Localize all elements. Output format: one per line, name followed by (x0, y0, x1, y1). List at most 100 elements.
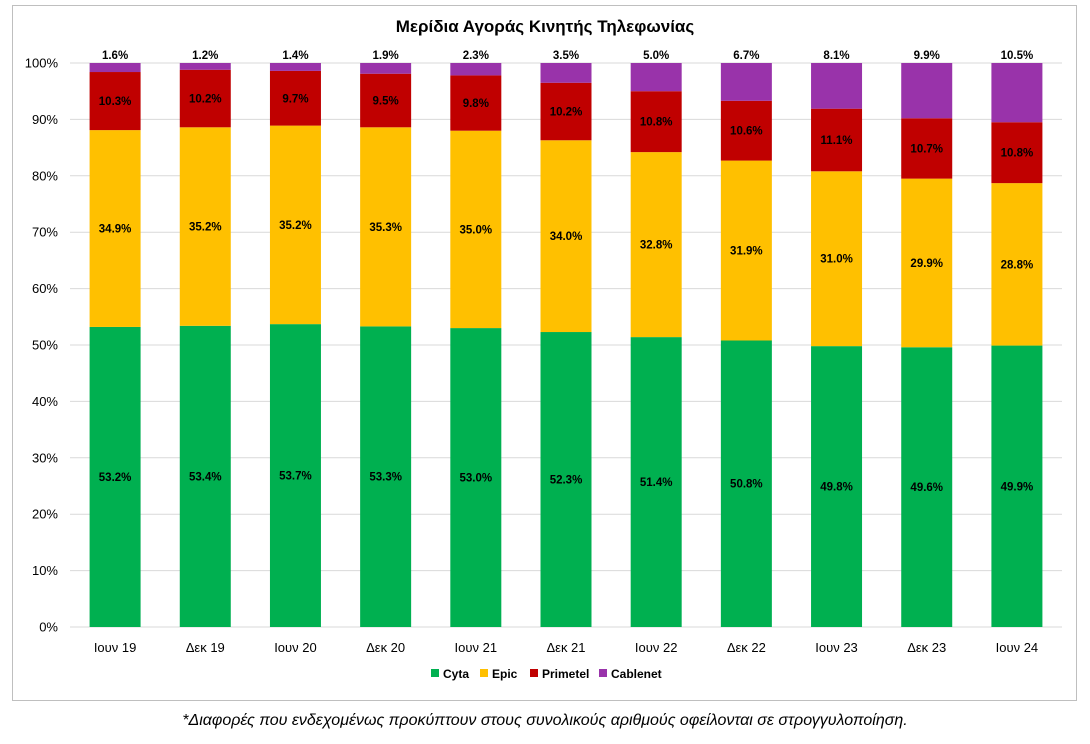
data-label-cyta: 49.9% (1001, 481, 1034, 493)
data-label-primetel: 10.7% (910, 143, 943, 155)
bar-segment-primetel (630, 91, 682, 153)
data-label-cablenet: 5.0% (643, 50, 669, 62)
x-tick-label: Ιουν 20 (274, 640, 317, 655)
bar-segment-primetel (269, 70, 321, 126)
bar-segment-cyta (991, 345, 1043, 627)
data-label-cyta: 49.8% (820, 482, 853, 494)
data-label-cablenet: 1.2% (192, 50, 218, 62)
bar-segment-cyta (179, 325, 231, 627)
bar-segment-epic (89, 130, 141, 327)
data-label-primetel: 10.6% (730, 126, 763, 138)
data-label-epic: 29.9% (910, 258, 943, 270)
data-label-epic: 34.0% (550, 231, 583, 243)
data-label-primetel: 10.8% (1001, 148, 1034, 160)
y-tick-label: 0% (39, 620, 58, 635)
bar-segment-primetel (991, 122, 1043, 184)
data-label-cyta: 53.3% (369, 472, 402, 484)
x-tick-label: Δεκ 23 (907, 640, 946, 655)
data-label-cablenet: 10.5% (1001, 50, 1034, 62)
data-label-primetel: 11.1% (821, 135, 853, 147)
data-label-primetel: 10.2% (189, 94, 222, 106)
data-label-epic: 34.9% (99, 224, 132, 236)
data-label-cyta: 53.4% (189, 471, 222, 483)
y-tick-label: 70% (32, 225, 58, 240)
bar-segment-cyta (630, 337, 682, 627)
bar-segment-cablenet (811, 63, 863, 109)
data-label-primetel: 9.8% (463, 98, 489, 110)
bar-segment-cablenet (540, 63, 592, 83)
legend-swatch-primetel (530, 669, 538, 677)
y-tick-label: 50% (32, 338, 58, 353)
y-tick-label: 90% (32, 112, 58, 127)
legend-label-cyta: Cyta (443, 667, 469, 681)
bar-segment-cyta (360, 326, 412, 627)
bar-segment-epic (630, 152, 682, 338)
bar-segment-cablenet (360, 63, 412, 74)
bar-segment-epic (540, 140, 592, 333)
bar-segment-primetel (720, 100, 772, 161)
x-tick-label: Ιουν 21 (455, 640, 498, 655)
data-label-primetel: 10.3% (99, 96, 132, 108)
bar-segment-cyta (269, 324, 321, 627)
bars (89, 63, 1043, 627)
data-label-primetel: 10.2% (550, 107, 583, 119)
bar-segment-cyta (540, 332, 592, 627)
data-label-epic: 31.0% (820, 254, 853, 266)
bar-segment-epic (269, 125, 321, 325)
y-axis-ticks: 0% 10% 20% 30% 40% 50% 60% 70% 80% 90% 100% (25, 56, 59, 635)
data-label-cablenet: 6.7% (733, 50, 759, 62)
bar-segment-epic (901, 178, 953, 348)
bar-segment-cyta (811, 346, 863, 627)
data-label-cyta: 51.4% (640, 477, 673, 489)
data-label-cablenet: 9.9% (914, 50, 940, 62)
bar-segment-cablenet (720, 63, 772, 101)
bar-segment-epic (991, 183, 1043, 346)
bar-segment-primetel (89, 72, 141, 131)
data-label-primetel: 9.5% (373, 96, 399, 108)
legend-swatch-epic (480, 669, 488, 677)
data-label-cyta: 53.2% (99, 472, 132, 484)
bar-segment-cablenet (179, 63, 231, 70)
x-tick-label: Ιουν 19 (94, 640, 137, 655)
data-label-primetel: 10.8% (640, 117, 673, 129)
x-axis-ticks: Ιουν 19 Δεκ 19 Ιουν 20 Δεκ 20 Ιουν 21 Δεκ 21 Ι… (94, 640, 1038, 655)
legend-swatch-cyta (431, 669, 439, 677)
bar-segment-cyta (450, 328, 502, 627)
legend: Cyta Epic Primetel Cablenet (431, 667, 662, 681)
bar-segment-primetel (811, 108, 863, 172)
data-label-cyta: 49.6% (910, 482, 943, 494)
bar-segment-cablenet (269, 63, 321, 71)
data-label-epic: 35.2% (189, 222, 222, 234)
x-tick-label: Ιουν 24 (996, 640, 1039, 655)
bar-segment-epic (720, 160, 772, 341)
data-label-cyta: 53.7% (279, 471, 312, 483)
bar-segment-primetel (179, 69, 231, 128)
legend-label-cablenet: Cablenet (611, 667, 662, 681)
x-tick-label: Δεκ 22 (727, 640, 766, 655)
y-tick-label: 30% (32, 450, 58, 465)
bar-segment-primetel (360, 73, 412, 128)
data-label-epic: 31.9% (730, 246, 763, 258)
bar-segment-primetel (450, 75, 502, 131)
bar-segment-cablenet (901, 63, 953, 119)
y-tick-label: 60% (32, 281, 58, 296)
legend-swatch-cablenet (599, 669, 607, 677)
data-label-primetel: 9.7% (282, 93, 308, 105)
x-tick-label: Δεκ 21 (546, 640, 585, 655)
bar-segment-epic (811, 171, 863, 347)
data-label-epic: 32.8% (640, 240, 673, 252)
legend-label-epic: Epic (492, 667, 518, 681)
data-label-cablenet: 1.4% (282, 50, 308, 62)
bar-segment-cablenet (89, 63, 141, 73)
data-labels: 53.2% 34.9% 10.3% 1.6% 53.4% 35.2% 10.2% 1.2% 53… (99, 50, 1033, 494)
y-tick-label: 20% (32, 507, 58, 522)
bar-segment-primetel (901, 118, 953, 179)
y-tick-label: 40% (32, 394, 58, 409)
data-label-cyta: 52.3% (550, 475, 583, 487)
bar-segment-cyta (901, 347, 953, 627)
data-label-cyta: 53.0% (460, 473, 493, 485)
bar-segment-cyta (89, 326, 141, 627)
bar-segment-cablenet (450, 63, 502, 76)
y-tick-label: 80% (32, 168, 58, 183)
